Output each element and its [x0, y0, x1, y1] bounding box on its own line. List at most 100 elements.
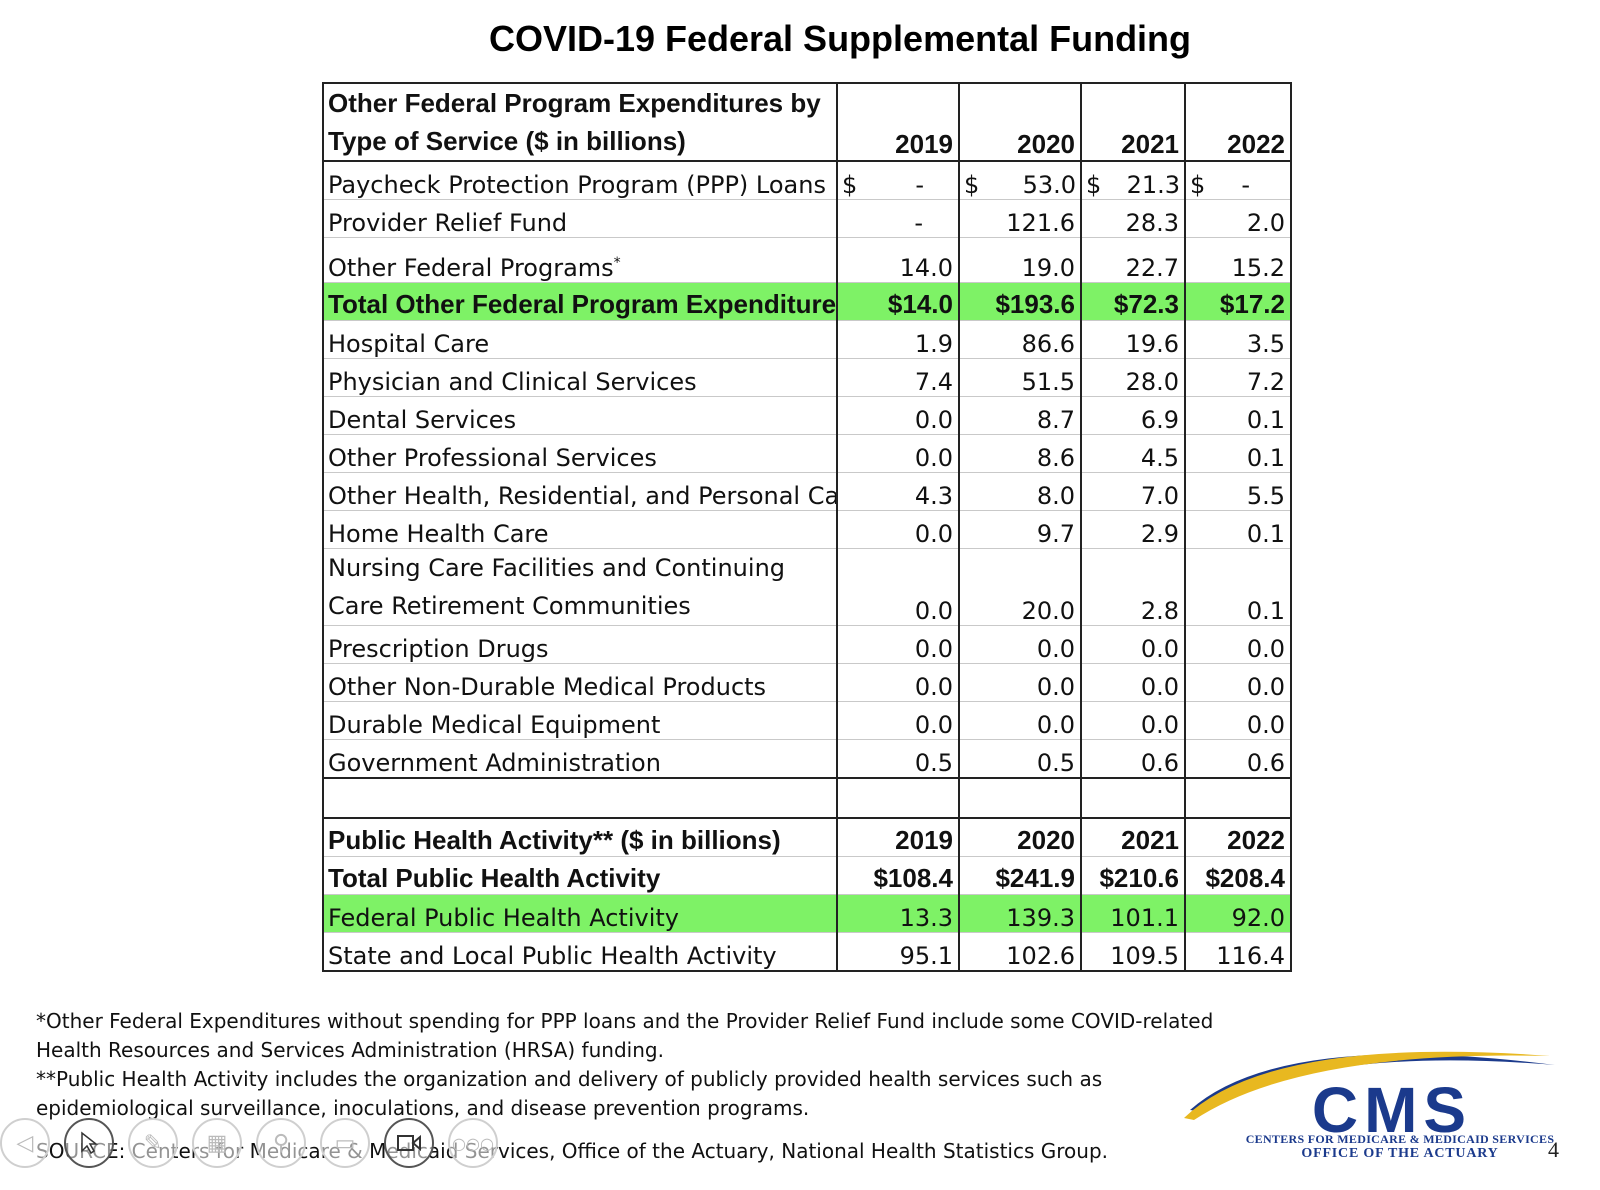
- cell-value: -: [915, 171, 924, 199]
- cell-2022: 0.0: [1184, 701, 1292, 740]
- table-row-nursing: Nursing Care Facilities and Continuing C…: [322, 548, 1292, 626]
- table-row-total-other: Total Other Federal Program Expenditures…: [322, 282, 1292, 321]
- row-label: Physician and Clinical Services: [322, 358, 838, 397]
- footnote-2-line1: **Public Health Activity includes the or…: [36, 1067, 1103, 1091]
- footnote-marker: *: [613, 255, 621, 271]
- previous-slide-button[interactable]: ◁: [0, 1118, 50, 1168]
- header-label: Public Health Activity** ($ in billions): [322, 818, 838, 857]
- cell-2022: 0.1: [1184, 396, 1292, 435]
- row-label: Dental Services: [322, 396, 838, 435]
- cell-value: -: [1241, 171, 1250, 199]
- cell-2019: 0.0: [836, 701, 960, 740]
- cell-2020: 86.6: [958, 320, 1082, 359]
- table-header-row: Other Federal Program Expenditures by Ty…: [322, 82, 1292, 162]
- cell-2022: 0.6: [1184, 739, 1292, 779]
- cell-2019: 0.0: [836, 434, 960, 473]
- table-row-ppp: Paycheck Protection Program (PPP) Loans …: [322, 161, 1292, 200]
- cell-2022: 0.0: [1184, 625, 1292, 664]
- cell-2020: 9.7: [958, 510, 1082, 549]
- cell-2020: 0.0: [958, 663, 1082, 702]
- table-row-provider-relief: Provider Relief Fund - 121.6 28.3 2.0: [322, 199, 1292, 238]
- camera-icon: [397, 1134, 421, 1152]
- cell-2019: $ -: [836, 161, 960, 200]
- row-label: Total Public Health Activity: [322, 856, 838, 895]
- cell-2022: 15.2: [1184, 237, 1292, 283]
- table-row: Other Non-Durable Medical Products 0.0 0…: [322, 663, 1292, 702]
- year-2019: 2019: [836, 818, 960, 857]
- table-row-state-public: State and Local Public Health Activity 9…: [322, 932, 1292, 972]
- cell-2019: 1.9: [836, 320, 960, 359]
- row-label: State and Local Public Health Activity: [322, 932, 838, 972]
- cell-2020: 0.5: [958, 739, 1082, 779]
- cell-2022: 3.5: [1184, 320, 1292, 359]
- cell-2020: 139.3: [958, 894, 1082, 933]
- cell-2019: 4.3: [836, 472, 960, 511]
- logo-swoosh-navy: [1190, 1054, 1555, 1112]
- cell-2020: 8.0: [958, 472, 1082, 511]
- table-row: Dental Services 0.0 8.7 6.9 0.1: [322, 396, 1292, 435]
- video-button[interactable]: [384, 1118, 434, 1168]
- cms-logo-graphic: CMS: [1184, 1051, 1555, 1146]
- cell-2019: -: [836, 199, 960, 238]
- cell-2022: 0.0: [1184, 663, 1292, 702]
- chevron-left-icon: ◁: [16, 1130, 34, 1156]
- cell-2022: 116.4: [1184, 932, 1292, 972]
- cursor-icon: [81, 1131, 99, 1155]
- table-row: Physician and Clinical Services 7.4 51.5…: [322, 358, 1292, 397]
- header-label-line1: Other Federal Program Expenditures by: [328, 88, 821, 118]
- table-row: Durable Medical Equipment 0.0 0.0 0.0 0.…: [322, 701, 1292, 740]
- year-2021: 2021: [1080, 818, 1186, 857]
- zoom-button[interactable]: ⚲: [256, 1118, 306, 1168]
- row-label: Home Health Care: [322, 510, 838, 549]
- see-all-slides-button[interactable]: ▦: [192, 1118, 242, 1168]
- cell-2020: $193.6: [958, 282, 1082, 321]
- cell-2021: 0.0: [1080, 663, 1186, 702]
- row-label: Prescription Drugs: [322, 625, 838, 664]
- pen-tool-button[interactable]: ✎: [128, 1118, 178, 1168]
- footnote-1-line1: *Other Federal Expenditures without spen…: [36, 1009, 1214, 1033]
- cell-2020: $241.9: [958, 856, 1082, 895]
- spacer-cell: [1080, 778, 1186, 819]
- cell-2022: 0.1: [1184, 434, 1292, 473]
- cell-2019: 0.0: [836, 510, 960, 549]
- cell-value: 21.3: [1126, 171, 1180, 199]
- cell-2019: 0.0: [836, 663, 960, 702]
- more-options-button[interactable]: ○○○: [448, 1118, 498, 1168]
- table-row-total-public: Total Public Health Activity $108.4 $241…: [322, 856, 1292, 895]
- row-label: Nursing Care Facilities and Continuing C…: [322, 548, 838, 626]
- row-label: Total Other Federal Program Expenditures: [322, 282, 838, 321]
- cell-value: -: [914, 209, 923, 237]
- cell-2020: 102.6: [958, 932, 1082, 972]
- subtitles-button[interactable]: ▭: [320, 1118, 370, 1168]
- row-label-line2: Care Retirement Communities: [328, 592, 691, 620]
- cell-value: 53.0: [1022, 171, 1076, 199]
- row-label: Government Administration: [322, 739, 838, 779]
- spacer-cell: [1184, 778, 1292, 819]
- cell-2019: 0.0: [836, 548, 960, 626]
- footnote-1: *Other Federal Expenditures without spen…: [36, 1007, 1266, 1123]
- cell-2021: 109.5: [1080, 932, 1186, 972]
- cell-2021: $21.3: [1080, 161, 1186, 200]
- year-2019: 2019: [836, 82, 960, 162]
- more-icon: ○○○: [452, 1133, 494, 1153]
- row-label: Other Non-Durable Medical Products: [322, 663, 838, 702]
- funding-table: Other Federal Program Expenditures by Ty…: [322, 82, 1292, 972]
- table-row-federal-public: Federal Public Health Activity 13.3 139.…: [322, 894, 1292, 933]
- header-label: Other Federal Program Expenditures by Ty…: [322, 82, 838, 162]
- cell-2021: 2.9: [1080, 510, 1186, 549]
- logo-swoosh-gold: [1184, 1051, 1550, 1120]
- cell-2022: 0.1: [1184, 548, 1292, 626]
- row-label-line1: Nursing Care Facilities and Continuing: [328, 554, 786, 582]
- row-label: Hospital Care: [322, 320, 838, 359]
- pointer-tool-button[interactable]: [64, 1118, 114, 1168]
- table-row-other-programs: Other Federal Programs* 14.0 19.0 22.7 1…: [322, 237, 1292, 283]
- subtitles-icon: ▭: [334, 1130, 356, 1156]
- cell-2020: 8.7: [958, 396, 1082, 435]
- cell-2022: 7.2: [1184, 358, 1292, 397]
- cell-2021: 22.7: [1080, 237, 1186, 283]
- cell-2021: 4.5: [1080, 434, 1186, 473]
- spacer-cell: [958, 778, 1082, 819]
- year-2020: 2020: [958, 818, 1082, 857]
- grid-icon: ▦: [206, 1130, 228, 1156]
- footnote-1-line2: Health Resources and Services Administra…: [36, 1038, 664, 1062]
